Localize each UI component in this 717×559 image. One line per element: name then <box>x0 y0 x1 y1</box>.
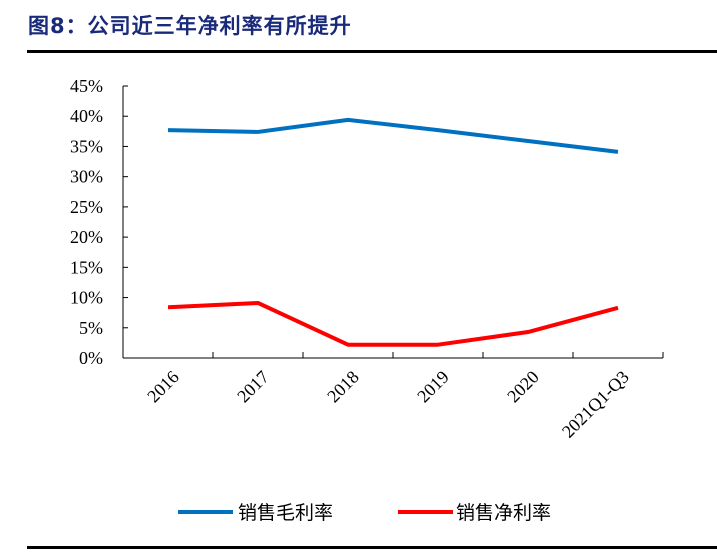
series-line <box>167 300 619 347</box>
y-tick-label: 35% <box>70 136 103 156</box>
y-tick-label: 0% <box>79 348 103 368</box>
y-tick-label: 5% <box>79 318 103 338</box>
x-tick-label: 2018 <box>323 367 363 407</box>
x-tick-label: 2020 <box>503 367 543 407</box>
y-tick-label: 40% <box>70 106 103 126</box>
x-tick-label: 2017 <box>233 367 273 407</box>
figure-title: 图8：公司近三年净利率有所提升 <box>28 14 352 38</box>
y-tick-label: 20% <box>70 227 103 247</box>
y-tick-label: 30% <box>70 167 103 187</box>
x-tick-label: 2016 <box>143 367 183 407</box>
y-tick-label: 25% <box>70 197 103 217</box>
y-tick-label: 10% <box>70 288 103 308</box>
y-tick-label: 45% <box>70 76 103 96</box>
legend-label: 销售毛利率 <box>238 502 333 524</box>
top-rule <box>27 50 717 53</box>
y-tick-label: 15% <box>70 257 103 277</box>
bottom-rule <box>27 546 717 549</box>
legend-label: 销售净利率 <box>456 502 551 524</box>
series-line <box>167 117 619 154</box>
x-tick-label: 2019 <box>413 367 453 407</box>
x-tick-label: 2021Q1-Q3 <box>558 367 633 442</box>
